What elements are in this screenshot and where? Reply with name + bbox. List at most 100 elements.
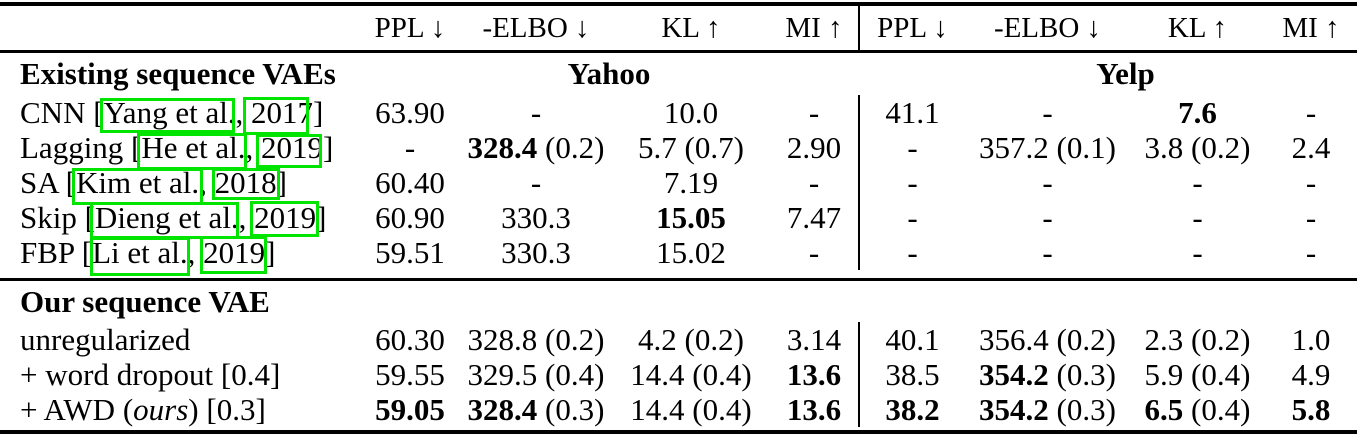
value-cell: 59.05 bbox=[360, 392, 460, 427]
citation-link-box[interactable] bbox=[256, 134, 322, 168]
text-segment: 59.51 bbox=[375, 235, 445, 270]
value-cell: 15.02 bbox=[612, 235, 770, 270]
value-cell: 60.90 bbox=[360, 200, 460, 235]
section-divider-rule bbox=[0, 278, 1357, 281]
row-label: FBP [Li et al., 2019] bbox=[0, 235, 360, 270]
value-cell: 356.4 (0.2) bbox=[965, 322, 1130, 357]
value-cell: 2.90 bbox=[770, 130, 858, 165]
text-segment: 13.6 bbox=[786, 392, 842, 427]
text-segment: unregularized bbox=[20, 322, 191, 357]
value-cell: 59.51 bbox=[360, 235, 460, 270]
text-segment: 2.90 bbox=[786, 130, 842, 165]
row-label-header bbox=[0, 6, 360, 50]
table-top-rule bbox=[0, 2, 1357, 6]
dataset-header-yahoo: Yahoo bbox=[567, 56, 651, 91]
citation-link-box[interactable] bbox=[250, 201, 319, 237]
column-header-1: PPL ↓ bbox=[374, 12, 446, 44]
value-cell: - bbox=[460, 95, 612, 130]
text-segment: 10.0 bbox=[663, 95, 719, 130]
value-cell: - bbox=[1265, 235, 1357, 270]
dataset-header-yelp: Yelp bbox=[1096, 56, 1155, 91]
value-cell: - bbox=[858, 235, 965, 270]
text-segment: (0.2) bbox=[537, 130, 605, 165]
text-segment: + AWD ( bbox=[20, 392, 134, 427]
text-segment: 14.4 (0.4) bbox=[630, 392, 752, 427]
text-segment: - bbox=[530, 95, 542, 130]
value-cell: 2.3 (0.2) bbox=[1130, 322, 1265, 357]
column-header-5: PPL ↓ bbox=[858, 6, 965, 50]
citation-link-box[interactable] bbox=[212, 168, 280, 200]
text-segment: - bbox=[404, 130, 416, 165]
value-cell: - bbox=[858, 130, 965, 165]
value-cell: 13.6 bbox=[770, 357, 858, 392]
existing-row-2: SA [Kim et al., 2018] 60.40-7.19- - - - - bbox=[0, 165, 1357, 200]
text-segment: 41.1 bbox=[885, 95, 940, 130]
value-cell: 330.3 bbox=[460, 200, 612, 235]
value-cell: - bbox=[965, 200, 1130, 235]
text-segment: 38.2 bbox=[885, 392, 940, 427]
value-cell: 330.3 bbox=[460, 235, 612, 270]
value-cell: - bbox=[770, 165, 858, 200]
text-segment: - bbox=[808, 235, 820, 270]
text-segment: 2.4 bbox=[1291, 130, 1331, 165]
value-cell: 13.6 bbox=[770, 392, 858, 427]
value-cell: 2.4 bbox=[1265, 130, 1357, 165]
value-cell: 4.9 bbox=[1265, 357, 1357, 392]
text-segment: - bbox=[808, 95, 820, 130]
value-cell: - bbox=[360, 130, 460, 165]
text-segment: + word dropout [0.4] bbox=[20, 357, 281, 392]
text-segment: 4.2 (0.2) bbox=[638, 322, 744, 357]
value-cell: 60.30 bbox=[360, 322, 460, 357]
text-segment: 7.47 bbox=[786, 200, 842, 235]
text-segment: 3.8 (0.2) bbox=[1144, 130, 1251, 165]
text-segment: 6.5 bbox=[1144, 392, 1184, 427]
row-label: Skip [Dieng et al., 2019] bbox=[0, 200, 360, 235]
value-cell: 15.05 bbox=[612, 200, 770, 235]
text-segment: (0.4) bbox=[1183, 392, 1251, 427]
table-group-row: Existing sequence VAEs Yahoo Yelp bbox=[0, 53, 1357, 95]
citation-link-box[interactable] bbox=[200, 236, 267, 274]
value-cell: 1.0 bbox=[1265, 322, 1357, 357]
text-segment: - bbox=[530, 165, 542, 200]
text-segment: - bbox=[1192, 165, 1203, 200]
value-cell: 10.0 bbox=[612, 95, 770, 130]
value-cell: 41.1 bbox=[858, 95, 965, 130]
value-cell: 354.2 (0.3) bbox=[965, 392, 1130, 427]
text-segment: 328.4 bbox=[467, 392, 538, 427]
value-cell: 4.2 (0.2) bbox=[612, 322, 770, 357]
column-header-6: -ELBO ↓ bbox=[993, 12, 1102, 44]
text-segment: - bbox=[1042, 200, 1053, 235]
text-segment: 59.05 bbox=[375, 392, 445, 427]
text-segment: 5.9 (0.4) bbox=[1144, 357, 1251, 392]
section-title-existing: Existing sequence VAEs bbox=[20, 56, 336, 91]
ours-row-1: + word dropout [0.4] 59.55 329.5 (0.4) 14.4… bbox=[0, 357, 1357, 392]
text-segment: - bbox=[1305, 235, 1317, 270]
text-segment: 328.8 (0.2) bbox=[467, 322, 605, 357]
citation-link-box[interactable] bbox=[243, 97, 309, 135]
text-segment: 329.5 (0.4) bbox=[467, 357, 605, 392]
text-segment: - bbox=[1192, 200, 1203, 235]
text-segment: - bbox=[907, 200, 918, 235]
text-segment: 59.55 bbox=[375, 357, 445, 392]
existing-row-3: Skip [Dieng et al., 2019] 60.90 330.3 15.05… bbox=[0, 200, 1357, 235]
text-segment: (0.3) bbox=[537, 392, 605, 427]
value-cell: 7.47 bbox=[770, 200, 858, 235]
text-segment: - bbox=[1042, 165, 1053, 200]
text-segment: (0.3) bbox=[1048, 392, 1116, 427]
citation-link-box[interactable] bbox=[100, 98, 235, 133]
text-segment: ) [0.3] bbox=[188, 392, 266, 427]
text-segment: 60.40 bbox=[375, 165, 445, 200]
citation-link-box[interactable] bbox=[90, 202, 239, 239]
text-segment: 60.90 bbox=[375, 200, 445, 235]
value-cell: - bbox=[858, 165, 965, 200]
text-segment: 15.05 bbox=[656, 200, 726, 235]
text-segment: - bbox=[1305, 200, 1317, 235]
value-cell: - bbox=[858, 200, 965, 235]
citation-link-box[interactable] bbox=[90, 237, 190, 276]
text-segment: 60.30 bbox=[375, 322, 445, 357]
value-cell: 357.2 (0.1) bbox=[965, 130, 1130, 165]
citation-link-box[interactable] bbox=[137, 133, 247, 170]
text-segment: - bbox=[1042, 95, 1053, 130]
text-segment: 14.4 (0.4) bbox=[630, 357, 752, 392]
citation-link-box[interactable] bbox=[72, 168, 203, 205]
